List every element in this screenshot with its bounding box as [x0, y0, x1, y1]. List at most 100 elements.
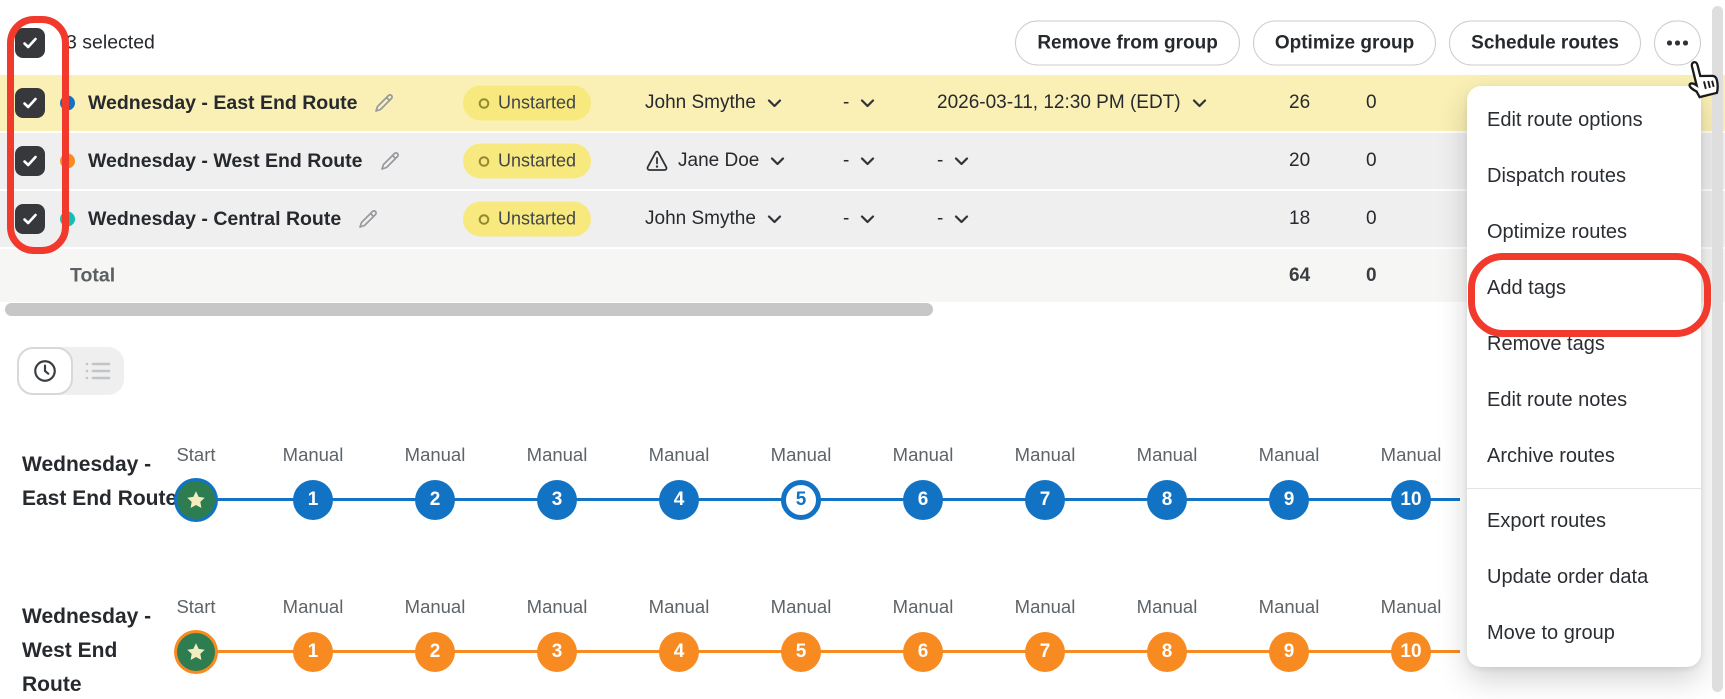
schedule-dropdown[interactable]: 2026-03-11, 12:30 PM (EDT): [937, 92, 1207, 114]
menu-item-dispatch-routes[interactable]: Dispatch routes: [1487, 164, 1626, 187]
route-name-cell: Wednesday - East End Route: [88, 91, 396, 115]
second-count: 0: [1366, 150, 1377, 171]
status-badge: Unstarted: [463, 143, 592, 179]
schedule-routes-button[interactable]: Schedule routes: [1449, 20, 1641, 66]
stop-type-label: Manual: [526, 596, 588, 617]
checkmark-icon: [23, 97, 37, 109]
assignee-dropdown[interactable]: Jane Doe: [645, 150, 785, 172]
stop-type-label: Manual: [1136, 596, 1198, 617]
route-stop[interactable]: 6: [903, 480, 943, 520]
status-label: Unstarted: [498, 208, 577, 229]
assignee-name: John Smythe: [645, 208, 756, 229]
route-stop[interactable]: 8: [1147, 480, 1187, 520]
menu-item-edit-route-options[interactable]: Edit route options: [1487, 108, 1643, 131]
timeline-view-button[interactable]: [17, 347, 73, 395]
vehicle-dropdown[interactable]: -: [843, 92, 875, 114]
route-stop[interactable]: 7: [1025, 480, 1065, 520]
total-row: Total 64 0: [0, 249, 1725, 302]
row-checkbox[interactable]: [15, 204, 45, 234]
status-label: Unstarted: [498, 150, 577, 171]
stops-count: 18: [1289, 208, 1311, 229]
toolbar: Remove from group Optimize group Schedule …: [1015, 20, 1701, 66]
ellipsis-icon: [1667, 40, 1672, 46]
stop-type-label: Manual: [1014, 596, 1076, 617]
route-stop[interactable]: 6: [903, 632, 943, 672]
slot1-value: -: [843, 208, 850, 229]
assignee-warning-icon: [645, 150, 669, 172]
list-view-button[interactable]: [73, 347, 125, 395]
route-stop[interactable]: 3: [537, 632, 577, 672]
edit-route-name-button[interactable]: [356, 207, 380, 231]
selection-header: 3 selected Remove from group Optimize gro…: [0, 12, 1725, 74]
route-color-dot: [60, 211, 75, 227]
route-stop[interactable]: 4: [659, 480, 699, 520]
clock-icon: [33, 360, 56, 382]
schedule-value: 2026-03-11, 12:30 PM (EDT): [937, 92, 1181, 113]
table-row: Wednesday - Central Route Unstarted John S…: [0, 191, 1725, 247]
menu-item-move-to-group[interactable]: Move to group: [1487, 621, 1615, 644]
stop-type-label: Manual: [1258, 444, 1320, 465]
status-circle-icon: [478, 97, 490, 109]
vehicle-dropdown[interactable]: -: [843, 208, 875, 230]
more-actions-button[interactable]: [1654, 20, 1701, 66]
edit-route-name-button[interactable]: [378, 149, 402, 173]
menu-item-add-tags[interactable]: Add tags: [1487, 276, 1566, 299]
route-start-stop[interactable]: [177, 481, 215, 519]
status-badge: Unstarted: [463, 201, 592, 237]
menu-item-edit-route-notes[interactable]: Edit route notes: [1487, 388, 1628, 411]
list-icon: [85, 362, 111, 380]
stop-type-label: Manual: [1258, 596, 1320, 617]
timeline-connector-line: [196, 650, 1460, 653]
menu-item-export-routes[interactable]: Export routes: [1487, 509, 1606, 532]
menu-item-optimize-routes[interactable]: Optimize routes: [1487, 220, 1628, 243]
edit-route-name-button[interactable]: [372, 91, 396, 115]
menu-item-update-order-data[interactable]: Update order data: [1487, 565, 1649, 588]
route-stop[interactable]: 8: [1147, 632, 1187, 672]
route-start-stop[interactable]: [177, 633, 215, 671]
remove-from-group-button[interactable]: Remove from group: [1015, 20, 1240, 66]
assignee-name: John Smythe: [645, 92, 756, 113]
route-stop[interactable]: 9: [1269, 480, 1309, 520]
chevron-down-icon: [955, 156, 969, 165]
chevron-down-icon: [1192, 98, 1206, 107]
route-color-dot: [60, 153, 75, 169]
stop-type-label: Manual: [404, 596, 466, 617]
menu-item-archive-routes[interactable]: Archive routes: [1487, 444, 1615, 467]
route-stop[interactable]: 2: [415, 480, 455, 520]
row-checkbox[interactable]: [15, 88, 45, 118]
route-timeline: Wednesday - East End Route Start Manual 1 Ma…: [0, 436, 1725, 554]
schedule-dropdown[interactable]: -: [937, 150, 969, 172]
timeline-route-name: Wednesday - West End Route: [22, 605, 152, 696]
vehicle-dropdown[interactable]: -: [843, 150, 875, 172]
view-mode-toggle: [17, 347, 124, 395]
stop-type-label: Manual: [404, 444, 466, 465]
stop-type-label: Manual: [770, 596, 832, 617]
route-stop[interactable]: 5: [781, 480, 821, 520]
chevron-down-icon: [955, 214, 969, 223]
route-stop[interactable]: 7: [1025, 632, 1065, 672]
schedule-dropdown[interactable]: -: [937, 208, 969, 230]
route-stop[interactable]: 1: [293, 632, 333, 672]
warning-icon: [646, 150, 668, 171]
route-stop[interactable]: 2: [415, 632, 455, 672]
select-all-checkbox[interactable]: [15, 28, 45, 58]
assignee-dropdown[interactable]: John Smythe: [645, 92, 782, 114]
route-stop[interactable]: 10: [1391, 632, 1431, 672]
route-stop[interactable]: 5: [781, 632, 821, 672]
route-stop[interactable]: 4: [659, 632, 699, 672]
route-stop[interactable]: 10: [1391, 480, 1431, 520]
menu-divider: [1467, 488, 1701, 489]
route-stop[interactable]: 9: [1269, 632, 1309, 672]
optimize-group-button[interactable]: Optimize group: [1252, 20, 1437, 66]
total-stops-count: 64: [1289, 264, 1311, 286]
horizontal-scrollbar-thumb[interactable]: [5, 303, 933, 316]
row-checkbox[interactable]: [15, 146, 45, 176]
menu-item-remove-tags[interactable]: Remove tags: [1487, 332, 1605, 355]
status-badge: Unstarted: [463, 85, 592, 121]
route-stop[interactable]: 3: [537, 480, 577, 520]
table-row: Wednesday - West End Route Unstarted Jane …: [0, 133, 1725, 189]
star-icon: [187, 491, 205, 508]
vertical-scrollbar[interactable]: [1712, 6, 1723, 692]
assignee-dropdown[interactable]: John Smythe: [645, 208, 782, 230]
route-stop[interactable]: 1: [293, 480, 333, 520]
